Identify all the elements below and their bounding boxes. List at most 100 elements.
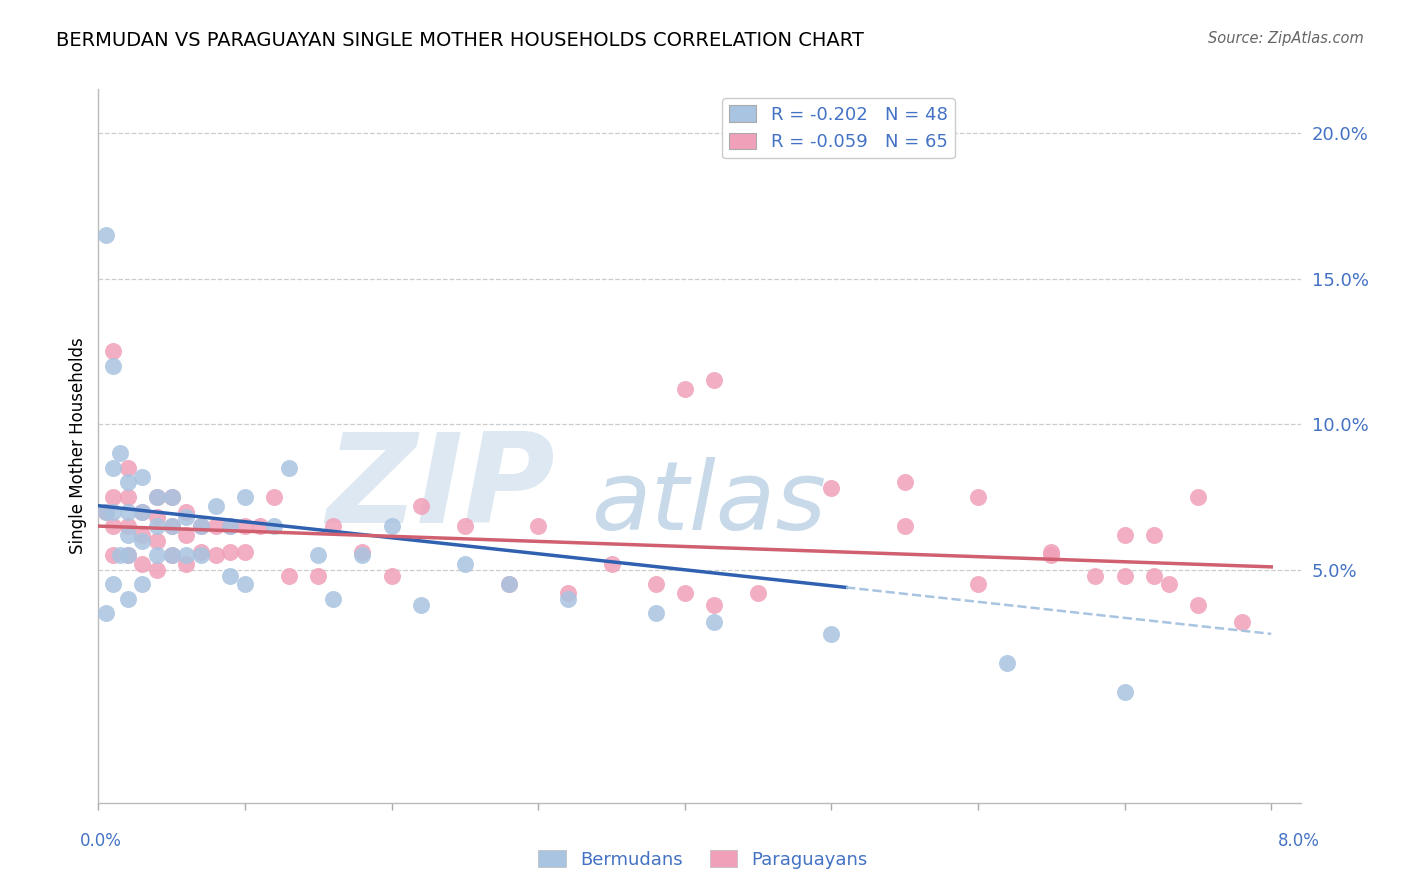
Point [146,519,169,533]
Point [673,586,696,600]
Point [160,519,183,533]
Point [190,548,212,562]
Point [263,490,285,504]
Point [249,519,271,533]
Text: 8.0%: 8.0% [1278,831,1320,849]
Point [101,359,124,373]
Point [1157,577,1180,591]
Point [146,548,169,562]
Point [117,528,139,542]
Point [117,548,139,562]
Point [747,586,769,600]
Point [117,504,139,518]
Point [190,545,212,559]
Text: BERMUDAN VS PARAGUAYAN SINGLE MOTHER HOUSEHOLDS CORRELATION CHART: BERMUDAN VS PARAGUAYAN SINGLE MOTHER HOU… [56,31,865,50]
Point [263,519,285,533]
Point [703,374,725,388]
Point [160,490,183,504]
Text: ZIP: ZIP [326,428,555,549]
Point [117,519,139,533]
Point [1187,598,1209,612]
Point [117,548,139,562]
Point [94,227,117,242]
Point [233,545,256,559]
Point [146,510,169,524]
Point [967,490,990,504]
Point [101,504,124,518]
Point [1143,528,1166,542]
Point [381,519,404,533]
Point [1143,568,1166,582]
Point [176,557,198,571]
Point [644,607,666,621]
Point [995,656,1018,670]
Point [94,504,117,518]
Point [204,519,226,533]
Point [352,548,374,562]
Point [381,568,404,582]
Point [1040,548,1063,562]
Point [101,519,124,533]
Point [94,607,117,621]
Point [1114,568,1136,582]
Point [160,548,183,562]
Point [117,591,139,606]
Point [352,545,374,559]
Point [233,577,256,591]
Point [131,557,153,571]
Point [673,382,696,396]
Point [176,510,198,524]
Point [1114,685,1136,699]
Point [101,490,124,504]
Point [101,548,124,562]
Point [131,577,153,591]
Point [101,460,124,475]
Point [131,469,153,483]
Point [117,490,139,504]
Point [278,568,301,582]
Point [101,344,124,359]
Point [233,490,256,504]
Point [498,577,520,591]
Point [131,533,153,548]
Point [176,548,198,562]
Text: 0.0%: 0.0% [80,831,122,849]
Point [644,577,666,591]
Point [219,545,242,559]
Point [527,519,550,533]
Point [454,557,477,571]
Legend: Bermudans, Paraguayans: Bermudans, Paraguayans [531,843,875,876]
Point [190,519,212,533]
Point [110,446,132,460]
Legend: R = -0.202   N = 48, R = -0.059   N = 65: R = -0.202 N = 48, R = -0.059 N = 65 [723,98,955,158]
Point [703,615,725,630]
Point [600,557,623,571]
Point [131,528,153,542]
Text: atlas: atlas [592,457,827,549]
Point [190,519,212,533]
Text: Source: ZipAtlas.com: Source: ZipAtlas.com [1208,31,1364,46]
Point [409,499,432,513]
Point [1187,490,1209,504]
Point [557,586,579,600]
Point [219,519,242,533]
Point [1114,528,1136,542]
Point [893,519,915,533]
Point [110,548,132,562]
Point [219,568,242,582]
Point [454,519,477,533]
Point [146,490,169,504]
Point [204,499,226,513]
Point [820,481,842,495]
Point [820,627,842,641]
Point [557,591,579,606]
Point [131,504,153,518]
Point [322,519,344,533]
Point [117,475,139,490]
Point [307,568,329,582]
Point [160,548,183,562]
Point [101,577,124,591]
Point [204,548,226,562]
Point [703,598,725,612]
Point [219,519,242,533]
